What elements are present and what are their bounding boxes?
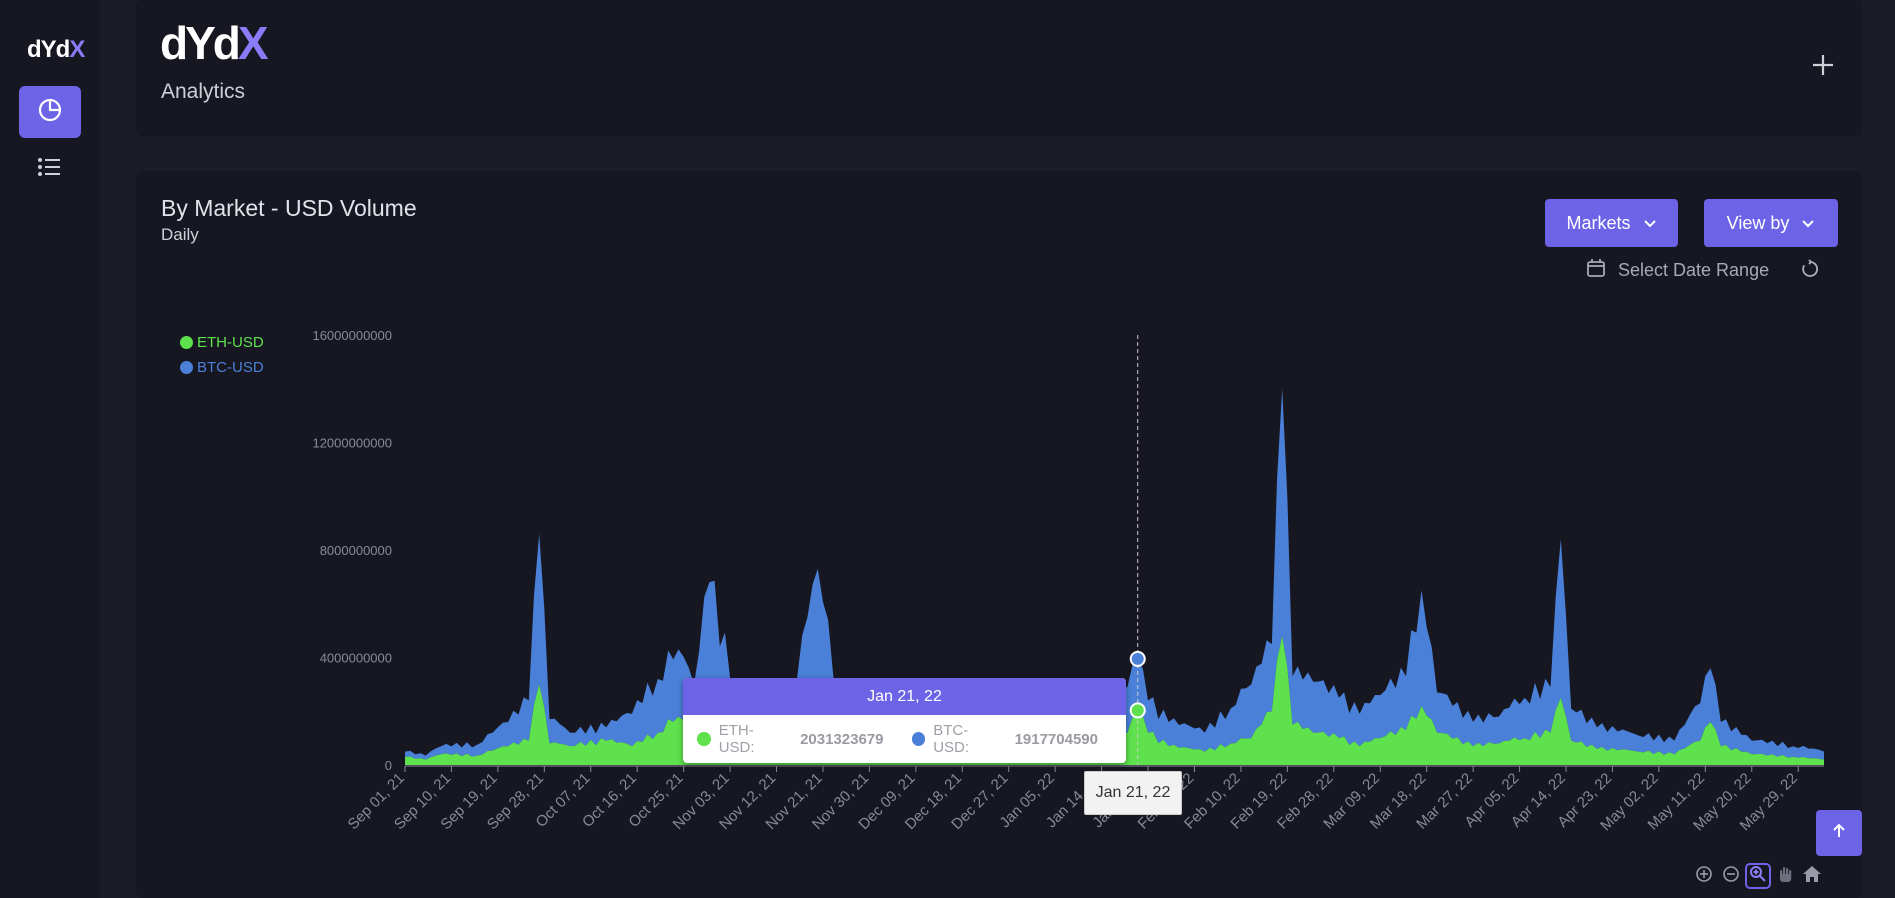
tooltip-entry-eth: ETH-USD: 2031323679 bbox=[697, 722, 884, 756]
magnifier-zoom-icon bbox=[1749, 865, 1767, 888]
chevron-down-icon bbox=[1643, 213, 1657, 234]
tooltip-marker-eth bbox=[697, 732, 711, 746]
pan-button[interactable] bbox=[1774, 865, 1796, 887]
zoom-out-icon bbox=[1722, 865, 1740, 888]
add-button[interactable] bbox=[1806, 50, 1840, 84]
legend-item-eth[interactable]: ETH-USD bbox=[180, 334, 264, 351]
zoom-out-button[interactable] bbox=[1720, 865, 1742, 887]
zoom-in-button[interactable] bbox=[1693, 865, 1715, 887]
legend-item-btc[interactable]: BTC-USD bbox=[180, 359, 264, 376]
legend-label-eth: ETH-USD bbox=[197, 334, 264, 351]
sidebar: dYdX bbox=[0, 0, 100, 898]
legend-marker-eth bbox=[180, 336, 193, 349]
tooltip-btc-value: 1917704590 bbox=[1014, 730, 1098, 748]
chart-title: By Market - USD Volume bbox=[161, 195, 417, 221]
page-title: Analytics bbox=[161, 80, 246, 103]
chart-toolbar bbox=[1693, 863, 1823, 889]
view-by-button[interactable]: View by bbox=[1704, 199, 1838, 247]
tooltip-marker-btc bbox=[911, 732, 926, 746]
y-tick-label: 8000000000 bbox=[320, 543, 392, 558]
chevron-down-icon bbox=[1801, 213, 1815, 234]
reset-icon bbox=[1800, 259, 1820, 283]
reset-zoom-button[interactable] bbox=[1801, 865, 1823, 887]
markets-button[interactable]: Markets bbox=[1545, 199, 1678, 247]
view-by-button-label: View by bbox=[1726, 212, 1790, 233]
legend-label-btc: BTC-USD bbox=[197, 359, 264, 376]
sidebar-item-analytics[interactable] bbox=[19, 86, 81, 138]
sidebar-logo[interactable]: dYdX bbox=[27, 36, 85, 63]
zoom-in-icon bbox=[1695, 865, 1713, 888]
eth-highlight-marker bbox=[1129, 702, 1146, 719]
tooltip-eth-value: 2031323679 bbox=[800, 730, 884, 748]
list-icon bbox=[38, 157, 62, 182]
crosshair-x-label: Jan 21, 22 bbox=[1084, 771, 1182, 815]
tooltip-btc-label: BTC-USD: bbox=[933, 722, 970, 756]
calendar-icon bbox=[1586, 258, 1606, 283]
selection-zoom-button[interactable] bbox=[1745, 863, 1771, 889]
reset-date-button[interactable] bbox=[1800, 259, 1824, 283]
btc-highlight-marker bbox=[1129, 650, 1146, 667]
hand-icon bbox=[1776, 865, 1794, 888]
scroll-to-top-button[interactable] bbox=[1816, 810, 1862, 856]
y-tick-label: 12000000000 bbox=[312, 436, 392, 451]
btc-usd-area bbox=[405, 388, 1824, 760]
date-range-picker[interactable]: Select Date Range bbox=[1586, 257, 1769, 283]
chart-card bbox=[136, 171, 1862, 898]
chart-legend: ETH-USD BTC-USD bbox=[180, 334, 264, 384]
brand-logo: dYdX bbox=[160, 17, 269, 69]
chart-tooltip: Jan 21, 22 ETH-USD: 2031323679 BTC-USD: … bbox=[683, 678, 1126, 763]
arrow-up-icon bbox=[1831, 823, 1847, 844]
markets-button-label: Markets bbox=[1566, 212, 1631, 233]
tooltip-body: ETH-USD: 2031323679 BTC-USD: 1917704590 bbox=[683, 715, 1126, 763]
legend-marker-btc bbox=[180, 361, 193, 374]
header-card bbox=[136, 0, 1862, 136]
home-icon bbox=[1802, 865, 1822, 888]
pie-chart-icon bbox=[37, 97, 63, 128]
y-tick-label: 0 bbox=[385, 758, 392, 773]
chart-subtitle: Daily bbox=[161, 225, 199, 244]
tooltip-date: Jan 21, 22 bbox=[683, 678, 1126, 715]
sidebar-item-list[interactable] bbox=[19, 143, 81, 195]
tooltip-entry-btc: BTC-USD: 1917704590 bbox=[911, 722, 1098, 756]
y-tick-label: 4000000000 bbox=[320, 651, 392, 666]
plus-icon bbox=[1811, 53, 1835, 82]
y-tick-label: 16000000000 bbox=[312, 328, 392, 343]
tooltip-eth-label: ETH-USD: bbox=[718, 722, 755, 756]
date-range-label: Select Date Range bbox=[1618, 259, 1770, 280]
